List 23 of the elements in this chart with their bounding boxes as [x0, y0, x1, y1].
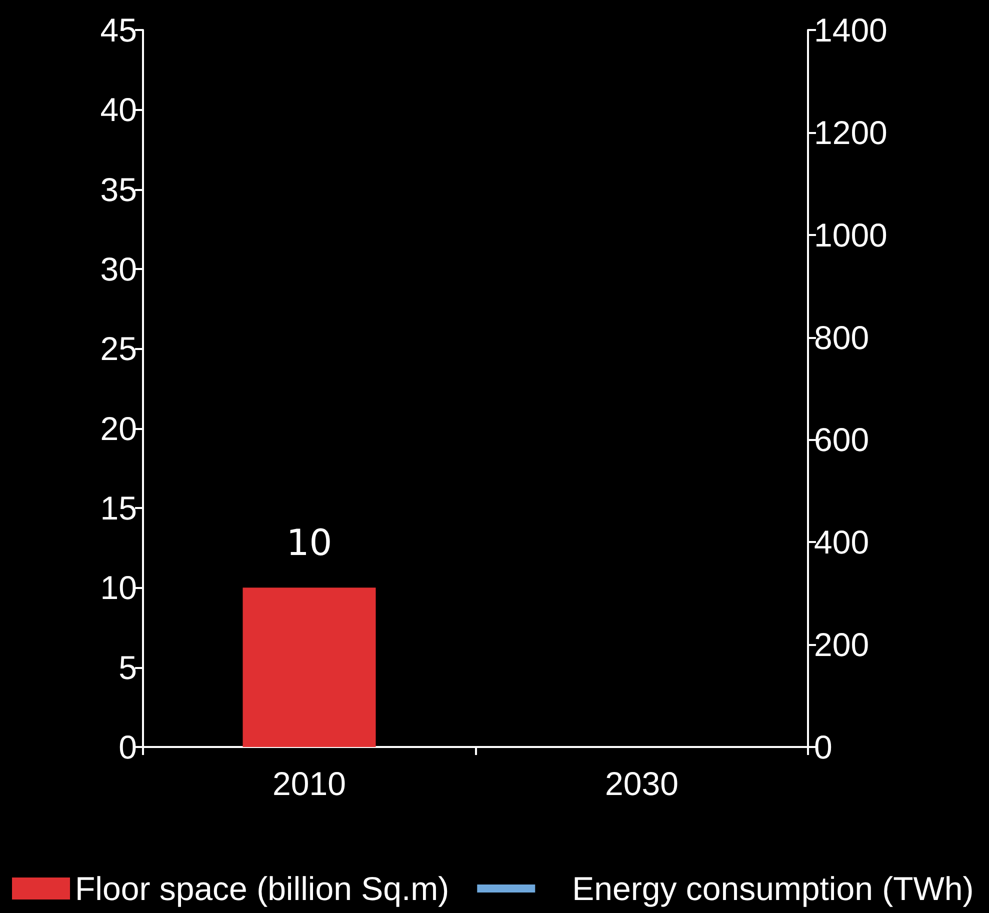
- y2-tick-label: 1200: [814, 114, 888, 151]
- y-tick-label: 10: [100, 569, 137, 606]
- y-tick-label: 0: [118, 728, 137, 766]
- y-tick-label: 20: [100, 410, 137, 447]
- y2-tick-label: 0: [814, 728, 832, 766]
- y2-tick-label: 600: [814, 421, 870, 458]
- y-tick-label: 40: [100, 91, 137, 128]
- y2-tick-label: 400: [814, 524, 870, 561]
- y-tick-label: 5: [118, 648, 137, 686]
- y2-tick-label: 1000: [814, 216, 888, 254]
- y-tick-label: 30: [100, 250, 137, 288]
- y-tick-label: 45: [100, 12, 137, 48]
- y2-tick-label: 800: [814, 318, 870, 356]
- data-label: 10: [286, 523, 332, 564]
- y2-tick-label: 200: [814, 626, 870, 664]
- legend-label: Energy consumption (TWh): [572, 870, 974, 907]
- legend-label: Floor space (billion Sq.m): [75, 870, 450, 907]
- y-tick-label: 15: [100, 490, 137, 526]
- x-tick-label: 2030: [605, 765, 678, 802]
- y2-tick-label: 1400: [814, 12, 888, 48]
- x-tick-label: 2010: [272, 765, 346, 802]
- y-tick-label: 25: [100, 330, 137, 368]
- y-tick-label: 35: [100, 170, 137, 208]
